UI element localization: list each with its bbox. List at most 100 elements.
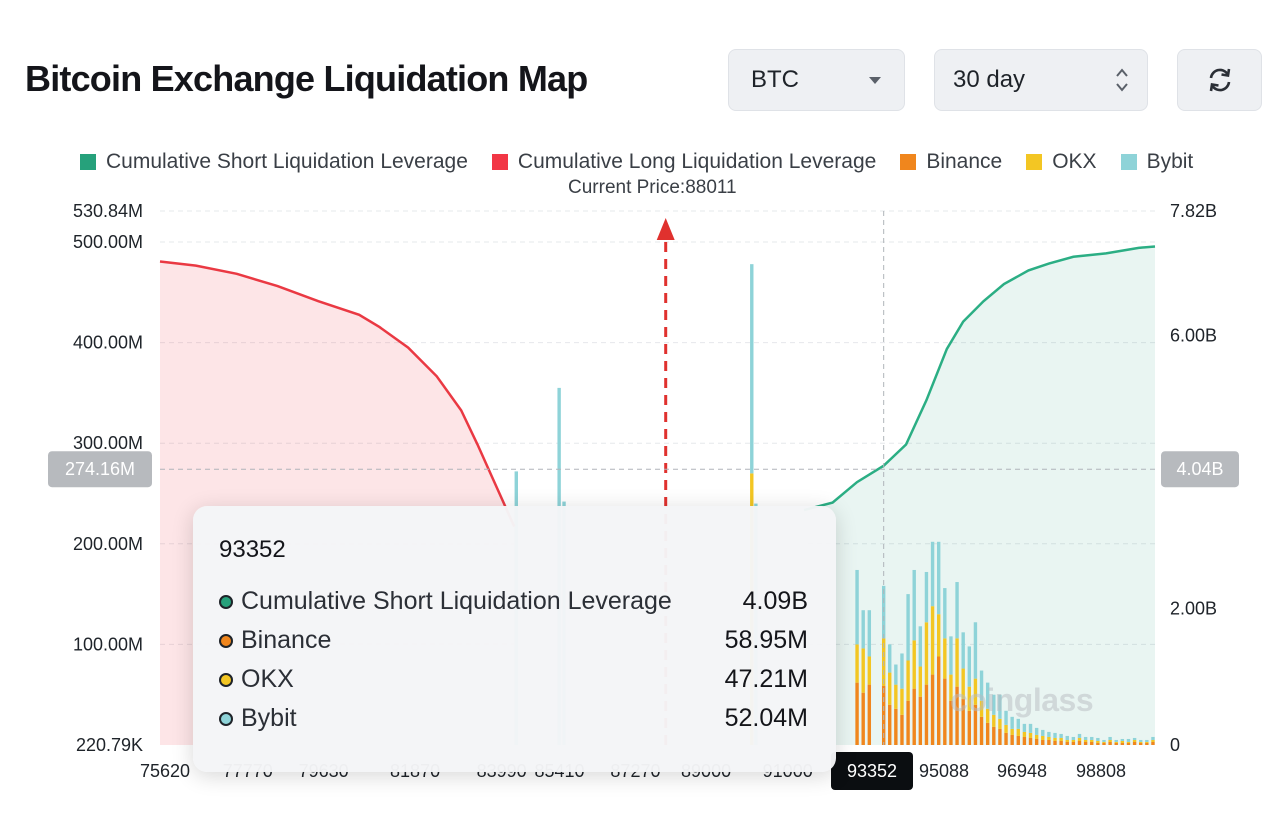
bar-bybit	[943, 588, 947, 639]
tooltip-value-binance: 58.95M	[724, 626, 808, 654]
crosshair-right-value: 4.04B	[1176, 459, 1223, 479]
short-line	[803, 245, 1156, 512]
bar-okx	[912, 640, 916, 689]
page-title: Bitcoin Exchange Liquidation Map	[25, 58, 588, 99]
bar-bybit	[1077, 733, 1082, 738]
long-line	[159, 260, 516, 527]
bar-bybit	[918, 626, 923, 667]
chart-tooltip: 93352 Cumulative Short Liquidation Lever…	[193, 506, 836, 772]
bar-okx	[1022, 731, 1027, 737]
bar-okx	[1114, 741, 1118, 743]
bar-bybit	[900, 653, 904, 689]
bar-binance	[1053, 740, 1057, 745]
tooltip-row-okx: OKX 47.21M	[219, 660, 808, 699]
bar-bybit	[973, 622, 978, 679]
tooltip-label-binance: Binance	[241, 626, 332, 654]
coin-select[interactable]: BTC	[728, 49, 905, 111]
tooltip-value-short: 4.09B	[742, 587, 808, 615]
bar-binance	[973, 704, 978, 745]
bar-bybit	[967, 646, 972, 687]
bar-bybit	[1065, 735, 1069, 740]
bar-binance	[943, 678, 947, 745]
legend-item-bybit[interactable]: Bybit	[1120, 150, 1194, 174]
watermark-logo: coinglass	[950, 682, 1094, 718]
bar-okx	[1120, 740, 1125, 743]
bar-bybit	[1126, 738, 1131, 742]
y-left-tick-label: 530.84M	[73, 201, 143, 221]
bar-bybit	[1071, 736, 1076, 740]
bar-bybit	[894, 664, 898, 685]
bar-bybit	[1151, 736, 1155, 740]
tooltip-label-short: Cumulative Short Liquidation Leverage	[241, 587, 672, 615]
bar-bybit	[906, 594, 910, 661]
bar-okx	[973, 678, 978, 705]
bar-bybit	[1145, 739, 1149, 742]
bar-bybit	[1083, 736, 1088, 740]
bar-okx	[1004, 724, 1008, 733]
bar-bybit	[1108, 736, 1112, 740]
legend-item-short[interactable]: Cumulative Short Liquidation Leverage	[80, 150, 468, 174]
bar-bybit	[750, 264, 754, 474]
bar-bybit	[936, 541, 941, 615]
legend-swatch-okx	[1026, 154, 1043, 170]
bar-okx	[943, 638, 947, 679]
bar-binance	[1145, 742, 1149, 745]
bar-bybit	[1016, 718, 1020, 729]
bar-binance	[1132, 741, 1137, 745]
legend-label-bybit: Bybit	[1146, 150, 1194, 173]
bar-binance	[1151, 741, 1155, 745]
period-select-value: 30 day	[953, 66, 1026, 93]
bar-binance	[967, 710, 972, 745]
y-right-tick-label: 6.00B	[1170, 325, 1217, 345]
bar-okx	[1053, 737, 1057, 741]
bar-okx	[918, 666, 923, 697]
bar-bybit	[1139, 739, 1143, 742]
legend-swatch-bybit	[1120, 154, 1137, 170]
legend-item-okx[interactable]: OKX	[1026, 150, 1097, 174]
bar-okx	[900, 688, 904, 715]
tooltip-label-bybit: Bybit	[241, 704, 297, 732]
tooltip-row-short: Cumulative Short Liquidation Leverage 4.…	[219, 582, 808, 621]
bar-okx	[1041, 735, 1045, 740]
bar-binance	[1016, 735, 1020, 745]
crosshair-right-badge	[1161, 451, 1239, 488]
bar-binance	[1126, 742, 1131, 745]
bar-bybit	[998, 694, 1002, 719]
y-left-tick-label: 100.00M	[73, 634, 143, 654]
tooltip-row-binance: Binance 58.95M	[219, 621, 808, 660]
tooltip-dot-okx	[219, 672, 233, 687]
bar-okx	[992, 714, 996, 727]
tooltip-dot-short	[219, 594, 233, 609]
bar-binance	[1047, 739, 1051, 745]
bar-bybit	[979, 670, 984, 701]
bar-binance	[900, 714, 904, 745]
legend-item-long[interactable]: Cumulative Long Liquidation Leverage	[491, 150, 876, 174]
bar-binance	[1065, 741, 1069, 745]
bar-okx	[1108, 739, 1112, 742]
bar-binance	[985, 722, 990, 745]
current-price-arrow	[656, 218, 675, 240]
bar-bybit	[1096, 737, 1100, 741]
bar-bybit	[992, 694, 996, 715]
bar-binance	[949, 700, 953, 745]
period-select[interactable]: 30 day	[934, 49, 1148, 111]
bar-binance	[992, 726, 996, 745]
bar-okx	[1016, 728, 1020, 736]
bar-okx	[888, 672, 892, 705]
x-tick-label: 98808	[1076, 761, 1126, 781]
bar-binance	[1108, 741, 1112, 745]
bar-binance	[1096, 742, 1100, 745]
short-area	[804, 246, 1155, 745]
bar-okx	[1102, 741, 1106, 743]
y-left-tick-label: 400.00M	[73, 333, 143, 353]
bar-okx	[894, 684, 898, 709]
bar-binance	[1139, 742, 1143, 745]
sort-updown-icon	[1116, 68, 1128, 92]
tooltip-value-okx: 47.21M	[724, 665, 808, 693]
bar-binance	[1114, 742, 1118, 745]
legend-item-binance[interactable]: Binance	[900, 150, 1002, 174]
refresh-button[interactable]	[1177, 49, 1262, 111]
legend-label-binance: Binance	[926, 150, 1003, 173]
bar-okx	[1077, 737, 1082, 741]
bar-okx	[1090, 739, 1094, 742]
